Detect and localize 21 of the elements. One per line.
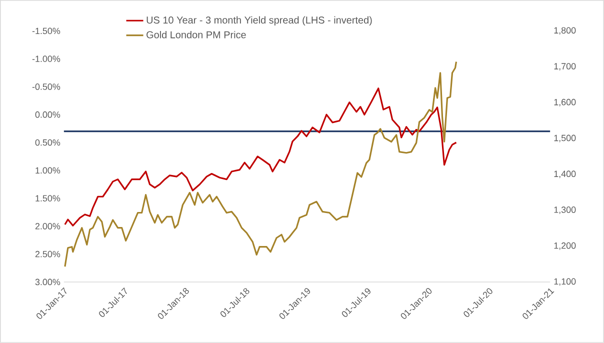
y-tick-label: 1.50% (36, 195, 60, 202)
y-tick-label: 3.00% (35, 278, 60, 286)
y-tick-label: 1.00% (36, 167, 60, 174)
y-tick-label: -0.50% (32, 84, 60, 90)
y2-tick-label: 1,700 (554, 63, 576, 71)
y2-tick-label: 1,300 (554, 206, 576, 214)
legend-label: Gold London PM Price (146, 31, 246, 38)
y2-tick-label: 1,100 (554, 278, 576, 286)
y2-tick-label: 1,200 (554, 242, 576, 250)
y-tick-label: -1.50% (32, 28, 60, 34)
y2-tick-label: 1,600 (554, 98, 576, 106)
y-tick-label: 2.50% (35, 250, 60, 258)
y-tick-label: 0.50% (35, 139, 60, 146)
y-tick-label: 0.00% (35, 111, 60, 118)
y2-tick-label: 1,400 (554, 170, 576, 178)
y-tick-label: -1.00% (32, 56, 60, 62)
y-tick-label: 2.00% (35, 223, 60, 230)
y2-tick-label: 1,500 (554, 134, 576, 142)
legend-label: US 10 Year - 3 month Yield spread (LHS - inverted) (146, 16, 372, 26)
line-series (64, 88, 458, 226)
y2-tick-label: 1,800 (554, 27, 576, 35)
